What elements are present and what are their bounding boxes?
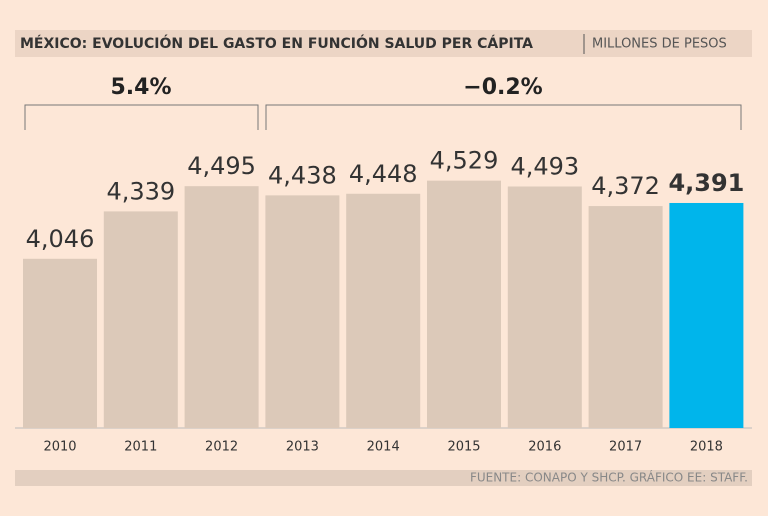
bar <box>588 206 663 428</box>
bar <box>346 193 421 428</box>
source: FUENTE: CONAPO Y SHCP. GRÁFICO EE: STAFF… <box>470 470 748 485</box>
bar <box>265 195 340 428</box>
bracket <box>24 104 259 130</box>
bar <box>669 202 744 428</box>
annotation: −0.2% <box>463 75 542 100</box>
annotation: 5.4% <box>110 75 171 100</box>
value-label: 4,046 <box>26 225 95 253</box>
x-tick-label: 2017 <box>609 440 642 455</box>
x-tick-label: 2015 <box>447 440 480 455</box>
value-label: 4,391 <box>668 169 744 197</box>
value-label: 4,372 <box>591 172 660 200</box>
chart-subtitle: MILLONES DE PESOS <box>592 37 727 52</box>
x-tick-label: 2012 <box>205 440 238 455</box>
x-tick-label: 2014 <box>367 440 400 455</box>
x-tick-label: 2016 <box>528 440 561 455</box>
bar <box>507 186 582 428</box>
bar <box>184 186 259 428</box>
bar <box>427 180 501 428</box>
x-tick-label: 2018 <box>690 440 723 455</box>
value-label: 4,495 <box>187 152 256 180</box>
value-label: 4,339 <box>106 177 175 205</box>
bar <box>103 211 178 428</box>
value-label: 4,438 <box>268 161 337 189</box>
chart-title: MÉXICO: EVOLUCIÓN DEL GASTO EN FUNCIÓN S… <box>20 34 533 52</box>
x-tick-label: 2013 <box>286 440 319 455</box>
x-tick-label: 2011 <box>124 440 157 455</box>
value-label: 4,448 <box>349 160 418 188</box>
bar <box>23 258 97 428</box>
value-label: 4,493 <box>510 152 579 180</box>
value-label: 4,529 <box>430 147 499 175</box>
bracket <box>265 104 742 130</box>
title-band <box>15 30 752 57</box>
source-band <box>15 470 752 486</box>
x-tick-label: 2010 <box>43 440 76 455</box>
